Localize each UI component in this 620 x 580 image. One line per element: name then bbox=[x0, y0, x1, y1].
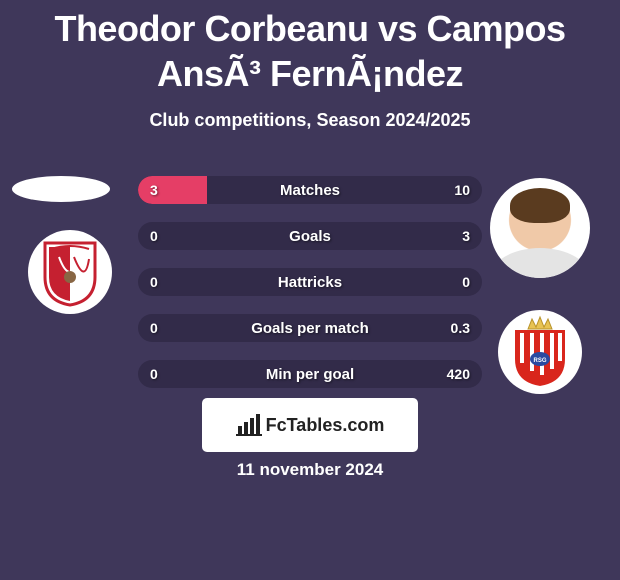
comparison-card: Theodor Corbeanu vs Campos AnsÃ³ FernÃ¡n… bbox=[0, 0, 620, 580]
page-title: Theodor Corbeanu vs Campos AnsÃ³ FernÃ¡n… bbox=[0, 0, 620, 96]
page-subtitle: Club competitions, Season 2024/2025 bbox=[0, 110, 620, 131]
stat-label: Hattricks bbox=[138, 268, 482, 296]
player-right-avatar bbox=[490, 178, 590, 278]
stat-label: Min per goal bbox=[138, 360, 482, 388]
stat-row: 00Hattricks bbox=[138, 268, 482, 296]
svg-text:RSG: RSG bbox=[533, 358, 546, 364]
stat-row: 0420Min per goal bbox=[138, 360, 482, 388]
stat-row: 310Matches bbox=[138, 176, 482, 204]
stat-label: Goals per match bbox=[138, 314, 482, 342]
site-logo[interactable]: FcTables.com bbox=[202, 398, 418, 452]
site-logo-text: FcTables.com bbox=[266, 415, 385, 436]
player-head-icon bbox=[490, 178, 590, 278]
stat-label: Goals bbox=[138, 222, 482, 250]
player-left-avatar bbox=[12, 176, 110, 202]
date-text: 11 november 2024 bbox=[0, 460, 620, 480]
stat-label: Matches bbox=[138, 176, 482, 204]
stat-row: 03Goals bbox=[138, 222, 482, 250]
sporting-shield-icon: RSG bbox=[508, 315, 572, 389]
bar-chart-icon bbox=[236, 414, 262, 436]
granada-shield-icon bbox=[41, 237, 99, 307]
stat-row: 00.3Goals per match bbox=[138, 314, 482, 342]
stats-container: 310Matches 03Goals 00Hattricks 00.3Goals pe… bbox=[138, 176, 482, 388]
club-left-badge bbox=[28, 230, 112, 314]
club-right-badge: RSG bbox=[498, 310, 582, 394]
